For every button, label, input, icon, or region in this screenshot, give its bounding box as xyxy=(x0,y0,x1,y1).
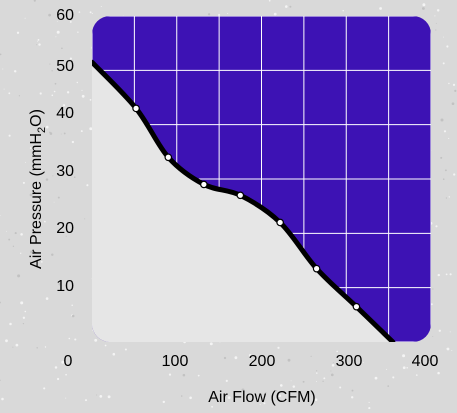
data-point-marker xyxy=(236,191,245,200)
y-axis-label-subscript: 2 xyxy=(36,127,48,133)
y-tick-label: 30 xyxy=(56,163,74,180)
y-tick-label: 50 xyxy=(56,58,74,75)
data-point-markers xyxy=(132,104,361,311)
y-axis-label-main: Air Pressure (mmH xyxy=(28,133,45,269)
x-tick-label: 400 xyxy=(412,353,439,370)
data-point-marker xyxy=(352,302,361,311)
y-axis-ticks: 10 20 30 40 50 60 xyxy=(56,7,74,295)
x-tick-label: 200 xyxy=(249,353,276,370)
y-axis-label: Air Pressure (mmH2O) xyxy=(28,109,48,269)
x-tick-label: 0 xyxy=(64,353,73,370)
y-tick-label: 60 xyxy=(56,7,74,24)
x-tick-label: 300 xyxy=(336,353,363,370)
data-point-marker xyxy=(276,218,284,227)
data-point-marker xyxy=(200,180,208,189)
y-tick-label: 20 xyxy=(56,220,74,237)
x-tick-label: 100 xyxy=(162,353,189,370)
y-tick-label: 40 xyxy=(56,105,74,122)
x-axis-ticks: 0 100 200 300 400 xyxy=(64,353,439,370)
y-axis-label-tail: O) xyxy=(28,109,45,127)
x-axis-label: Air Flow (CFM) xyxy=(208,389,316,406)
y-tick-label: 10 xyxy=(56,278,74,295)
data-point-marker xyxy=(312,264,321,273)
data-point-marker xyxy=(164,153,173,162)
data-point-marker xyxy=(132,104,140,113)
plot-area-lower-region xyxy=(92,62,431,342)
